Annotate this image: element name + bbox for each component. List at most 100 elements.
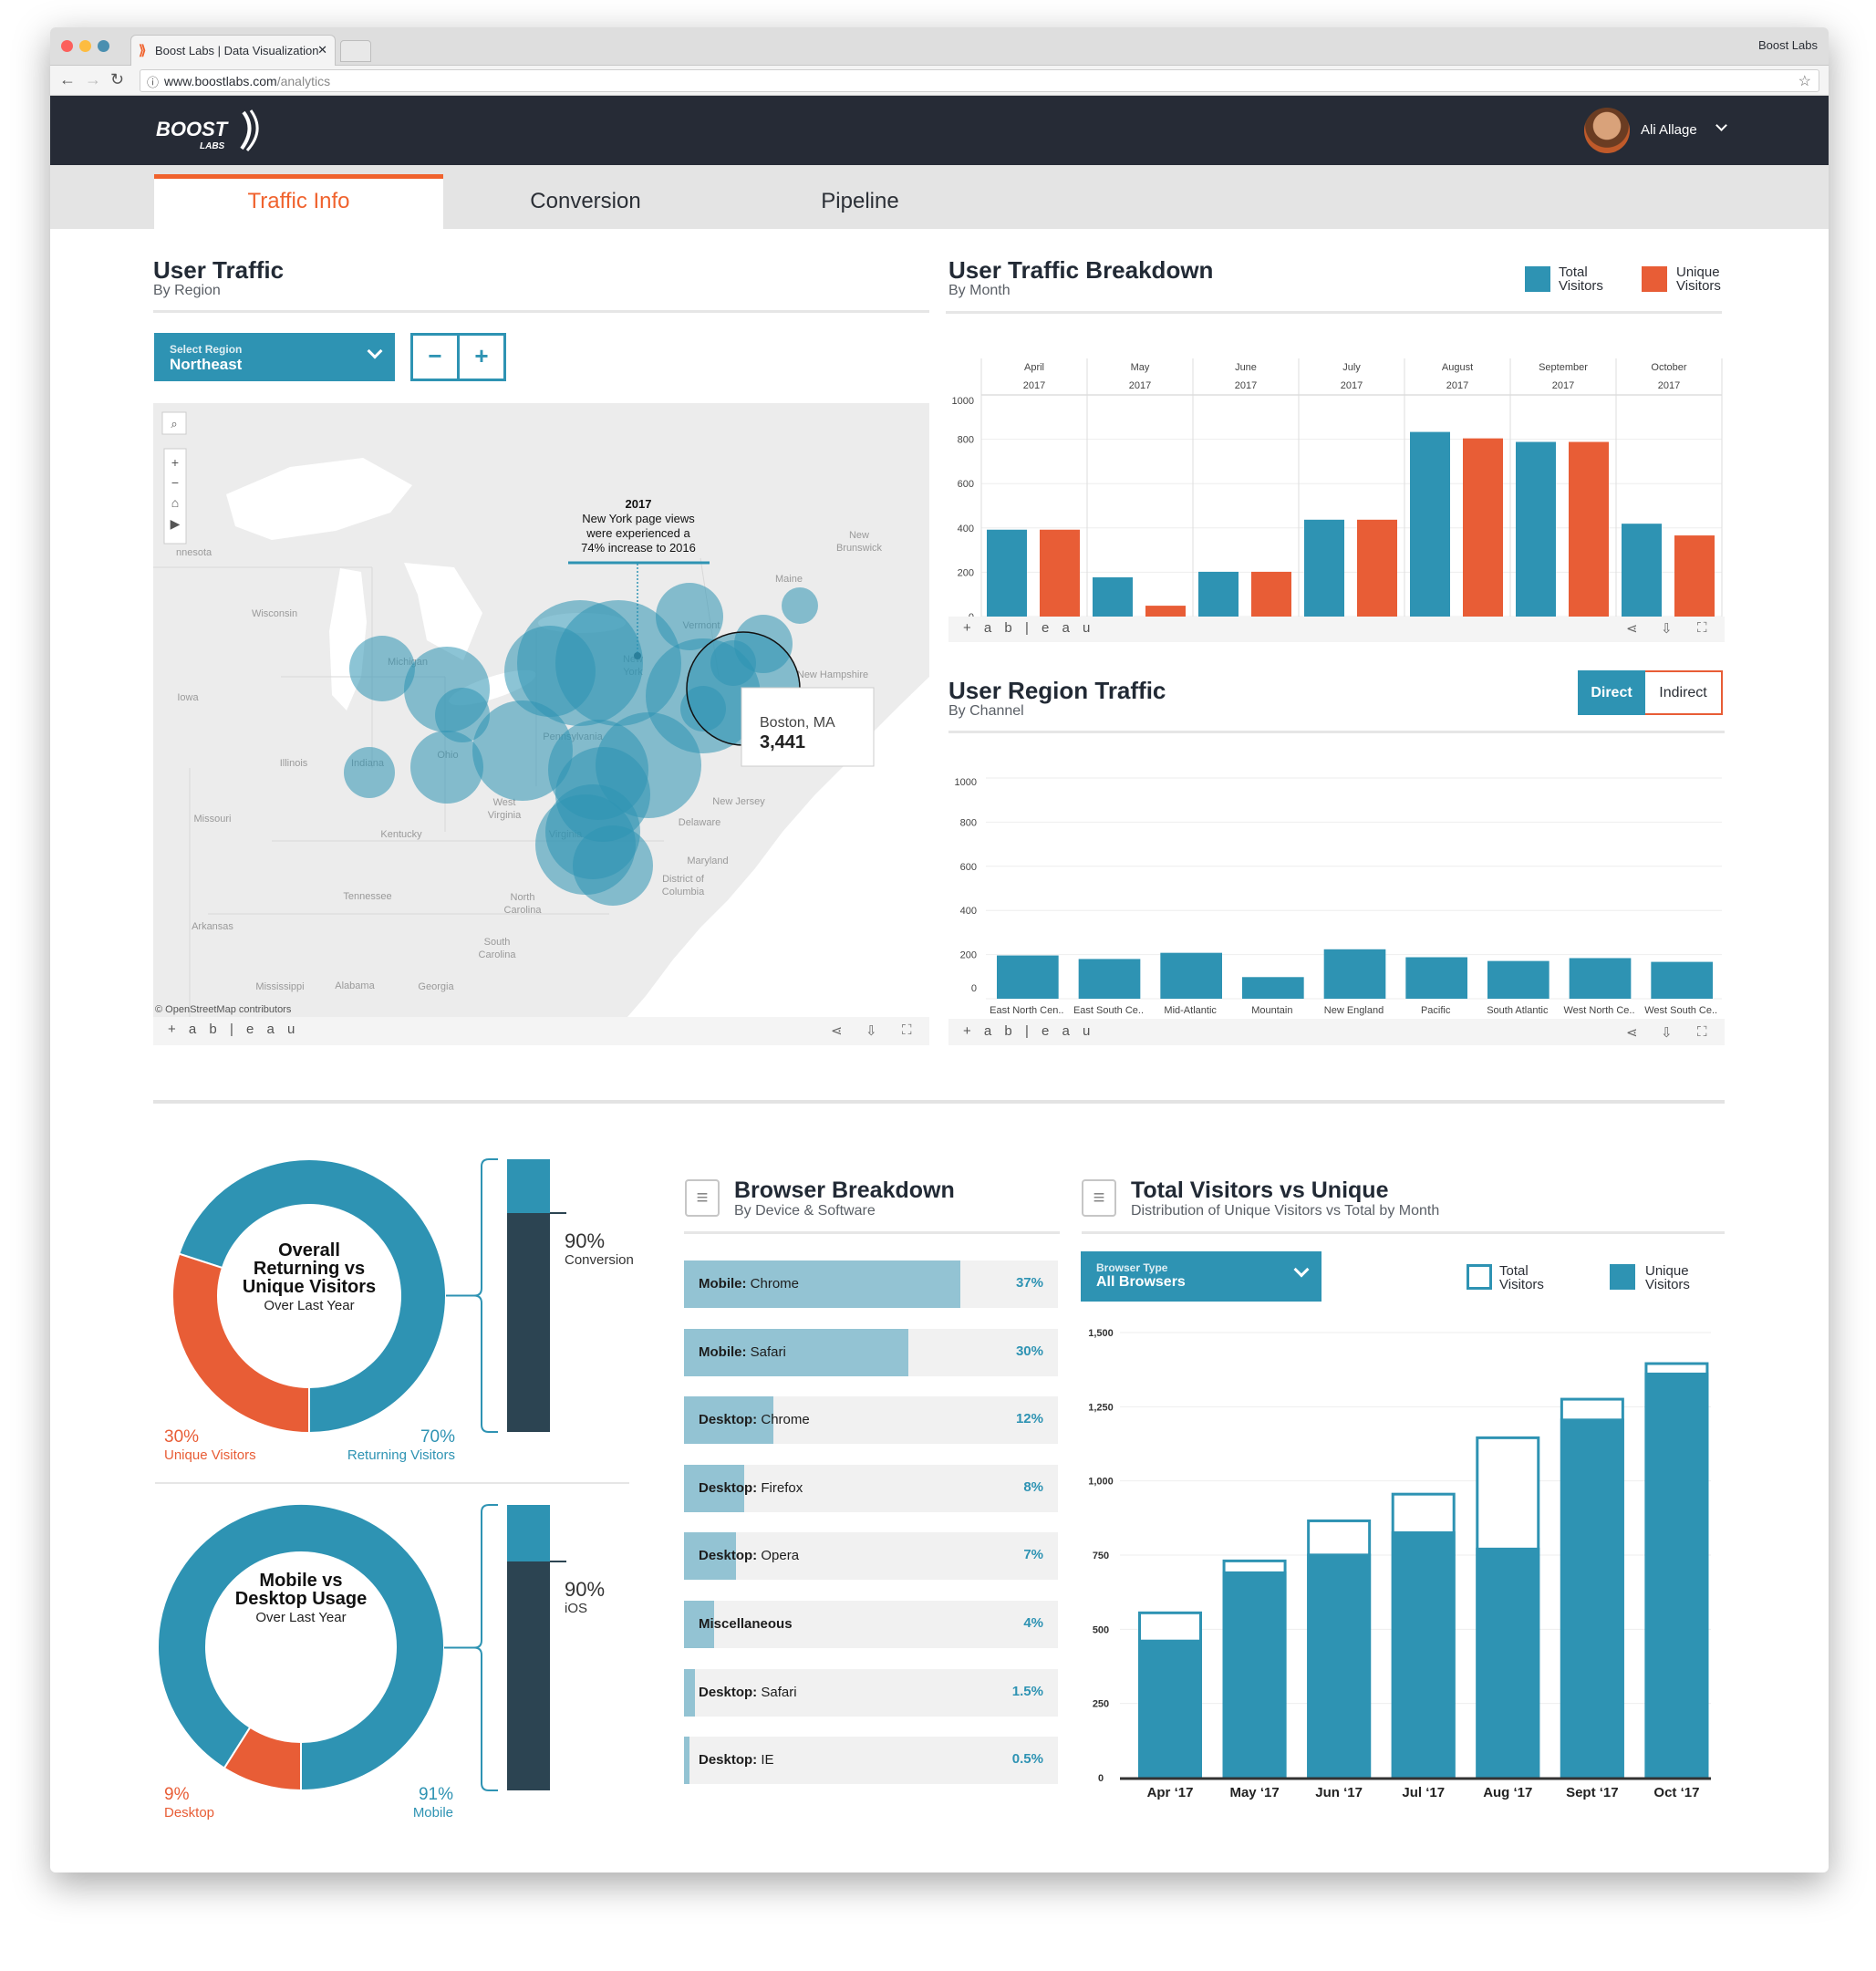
tableau-logo[interactable]: + a b | e a u xyxy=(168,1022,300,1037)
region-bar xyxy=(1651,961,1713,999)
bookmark-star-icon[interactable]: ☆ xyxy=(1798,74,1811,89)
unique-visitors-bar xyxy=(1560,1418,1624,1778)
nav-tabs: Traffic Info Conversion Pipeline xyxy=(50,165,1829,229)
browser-row[interactable]: Desktop: Chrome 12% xyxy=(684,1396,1058,1445)
share-icon[interactable]: ⋖ xyxy=(1626,621,1638,637)
region-label: East South Ce.. xyxy=(1073,1005,1144,1016)
unique-visitors-bar xyxy=(1040,529,1080,617)
zoom-out-button[interactable]: − xyxy=(410,333,460,381)
region-bar xyxy=(1323,949,1386,999)
boost-labs-logo[interactable]: BOOST LABS xyxy=(154,109,273,154)
region-label: New England xyxy=(1324,1005,1384,1016)
browser-tab[interactable]: ⟫ Boost Labs | Data Visualization ✕ xyxy=(130,35,336,66)
left-segment xyxy=(223,1726,302,1792)
total-visitors-menu-icon[interactable]: ≡ xyxy=(1082,1179,1116,1217)
donut-title: Unique Visitors xyxy=(243,1277,376,1297)
y-tick-label: 250 xyxy=(1093,1699,1109,1710)
back-icon[interactable]: ← xyxy=(59,70,76,88)
y-tick-label: 1,000 xyxy=(1088,1477,1114,1488)
donut-subtitle: Over Last Year xyxy=(264,1298,354,1313)
share-icon[interactable]: ⋖ xyxy=(1626,1025,1638,1041)
tab-traffic-info[interactable]: Traffic Info xyxy=(154,174,443,229)
browser-row[interactable]: Miscellaneous 4% xyxy=(684,1601,1058,1648)
tableau-logo[interactable]: + a b | e a u xyxy=(963,1023,1095,1039)
minimize-window-button[interactable] xyxy=(79,40,91,52)
region-traffic-chart[interactable]: 0 200 400 600 800 1000 East North Cen.. East So… xyxy=(948,774,1725,1019)
region-bar xyxy=(1160,952,1222,999)
toggle-direct[interactable]: Direct xyxy=(1578,670,1645,715)
bar-label: iOS xyxy=(565,1601,587,1616)
forward-icon[interactable]: → xyxy=(85,70,101,88)
annotation-text: were experienced a xyxy=(586,526,690,540)
browser-row-label: Desktop: Opera xyxy=(699,1548,800,1564)
progress-bar-fill xyxy=(507,1159,550,1213)
url-field[interactable]: ⓘ www.boostlabs.com/analytics ☆ xyxy=(140,69,1819,92)
download-icon[interactable]: ⇩ xyxy=(865,1023,877,1039)
new-tab-button[interactable] xyxy=(340,40,371,62)
place-label: Missouri xyxy=(194,814,232,825)
region-label: Pacific xyxy=(1421,1005,1451,1016)
user-menu-chevron-icon[interactable] xyxy=(1715,119,1727,131)
tab-pipeline[interactable]: Pipeline xyxy=(821,189,899,213)
browser-menu-icon[interactable]: ≡ xyxy=(685,1179,720,1217)
browser-row-percent: 12% xyxy=(1015,1411,1043,1427)
month-label: May xyxy=(1131,362,1150,373)
browser-row-label: Desktop: Safari xyxy=(699,1684,797,1700)
browser-row[interactable]: Desktop: IE 0.5% xyxy=(684,1737,1058,1785)
month-label: October xyxy=(1651,362,1686,373)
browser-row[interactable]: Mobile: Chrome 37% xyxy=(684,1260,1058,1308)
total-vs-unique-chart[interactable]: 0 250 500 750 1,000 1,250 1,500 Apr ‘17 May ‘17 J… xyxy=(1083,1313,1725,1810)
tooltip-place: Boston, MA xyxy=(760,715,835,731)
place-label: Tennessee xyxy=(343,891,391,902)
user-name[interactable]: Ali Allage xyxy=(1641,122,1697,138)
map-search-button[interactable] xyxy=(161,411,187,435)
donut-title: Mobile vs xyxy=(259,1571,342,1591)
map-zoom-controls[interactable] xyxy=(163,448,187,545)
month-label: May ‘17 xyxy=(1229,1785,1279,1800)
svg-text:BOOST: BOOST xyxy=(156,118,229,140)
donut-title: Desktop Usage xyxy=(235,1589,368,1609)
region-bar xyxy=(1078,959,1141,999)
browser-row[interactable]: Desktop: Safari 1.5% xyxy=(684,1668,1058,1717)
browser-row[interactable]: Desktop: Opera 7% xyxy=(684,1532,1058,1581)
unique-visitors-bar xyxy=(1357,519,1397,617)
browser-row[interactable]: Desktop: Firefox 8% xyxy=(684,1464,1058,1512)
month-label: June xyxy=(1235,362,1257,373)
browser-row[interactable]: Mobile: Safari 30% xyxy=(684,1328,1058,1376)
fullscreen-icon[interactable]: ⛶ xyxy=(902,1022,912,1038)
user-avatar[interactable] xyxy=(1584,108,1630,153)
browser-row-label: Desktop: Firefox xyxy=(699,1479,803,1496)
fullscreen-icon[interactable]: ⛶ xyxy=(1697,620,1707,636)
fullscreen-icon[interactable]: ⛶ xyxy=(1697,1024,1707,1040)
browser-row-percent: 4% xyxy=(1023,1615,1043,1631)
place-label: New Hampshire xyxy=(797,669,868,680)
legend-unique-swatch xyxy=(1642,266,1667,292)
zoom-in-button[interactable]: + xyxy=(457,333,506,381)
place-label: Alabama xyxy=(335,980,375,991)
close-tab-icon[interactable]: ✕ xyxy=(317,43,327,57)
place-label: District of xyxy=(662,874,705,885)
place-label: New xyxy=(849,530,869,541)
share-icon[interactable]: ⋖ xyxy=(831,1023,843,1039)
close-window-button[interactable] xyxy=(61,40,73,52)
bracket xyxy=(446,1158,498,1433)
tab-conversion[interactable]: Conversion xyxy=(530,189,641,213)
place-label: Carolina xyxy=(479,949,517,960)
place-label: Georgia xyxy=(418,981,454,992)
bar-percent: 90% xyxy=(565,1578,605,1601)
user-traffic-title: User Traffic xyxy=(153,256,285,284)
reload-icon[interactable]: ↻ xyxy=(110,70,125,88)
toggle-indirect[interactable]: Indirect xyxy=(1645,670,1723,715)
place-label: Carolina xyxy=(504,905,543,916)
left-segment xyxy=(171,1252,310,1435)
section-separator xyxy=(153,1100,1725,1104)
select-region-dropdown[interactable]: Select Region Northeast xyxy=(154,333,395,381)
traffic-breakdown-chart[interactable]: 0 200 400 600 800 1000 April 2017 May 2017 June 201… xyxy=(948,358,1725,617)
maximize-window-button[interactable] xyxy=(98,40,109,52)
download-icon[interactable]: ⇩ xyxy=(1661,1025,1673,1041)
region-bubble-map[interactable]: nnesotaWisconsinMichiganIowaIllinoisIndi… xyxy=(153,403,929,1017)
tableau-logo[interactable]: + a b | e a u xyxy=(963,620,1095,636)
map-tableau-footer: + a b | e a u ⋖ ⇩ ⛶ xyxy=(153,1017,929,1045)
browser-type-dropdown[interactable]: Browser Type All Browsers xyxy=(1081,1251,1321,1302)
download-icon[interactable]: ⇩ xyxy=(1661,621,1673,637)
